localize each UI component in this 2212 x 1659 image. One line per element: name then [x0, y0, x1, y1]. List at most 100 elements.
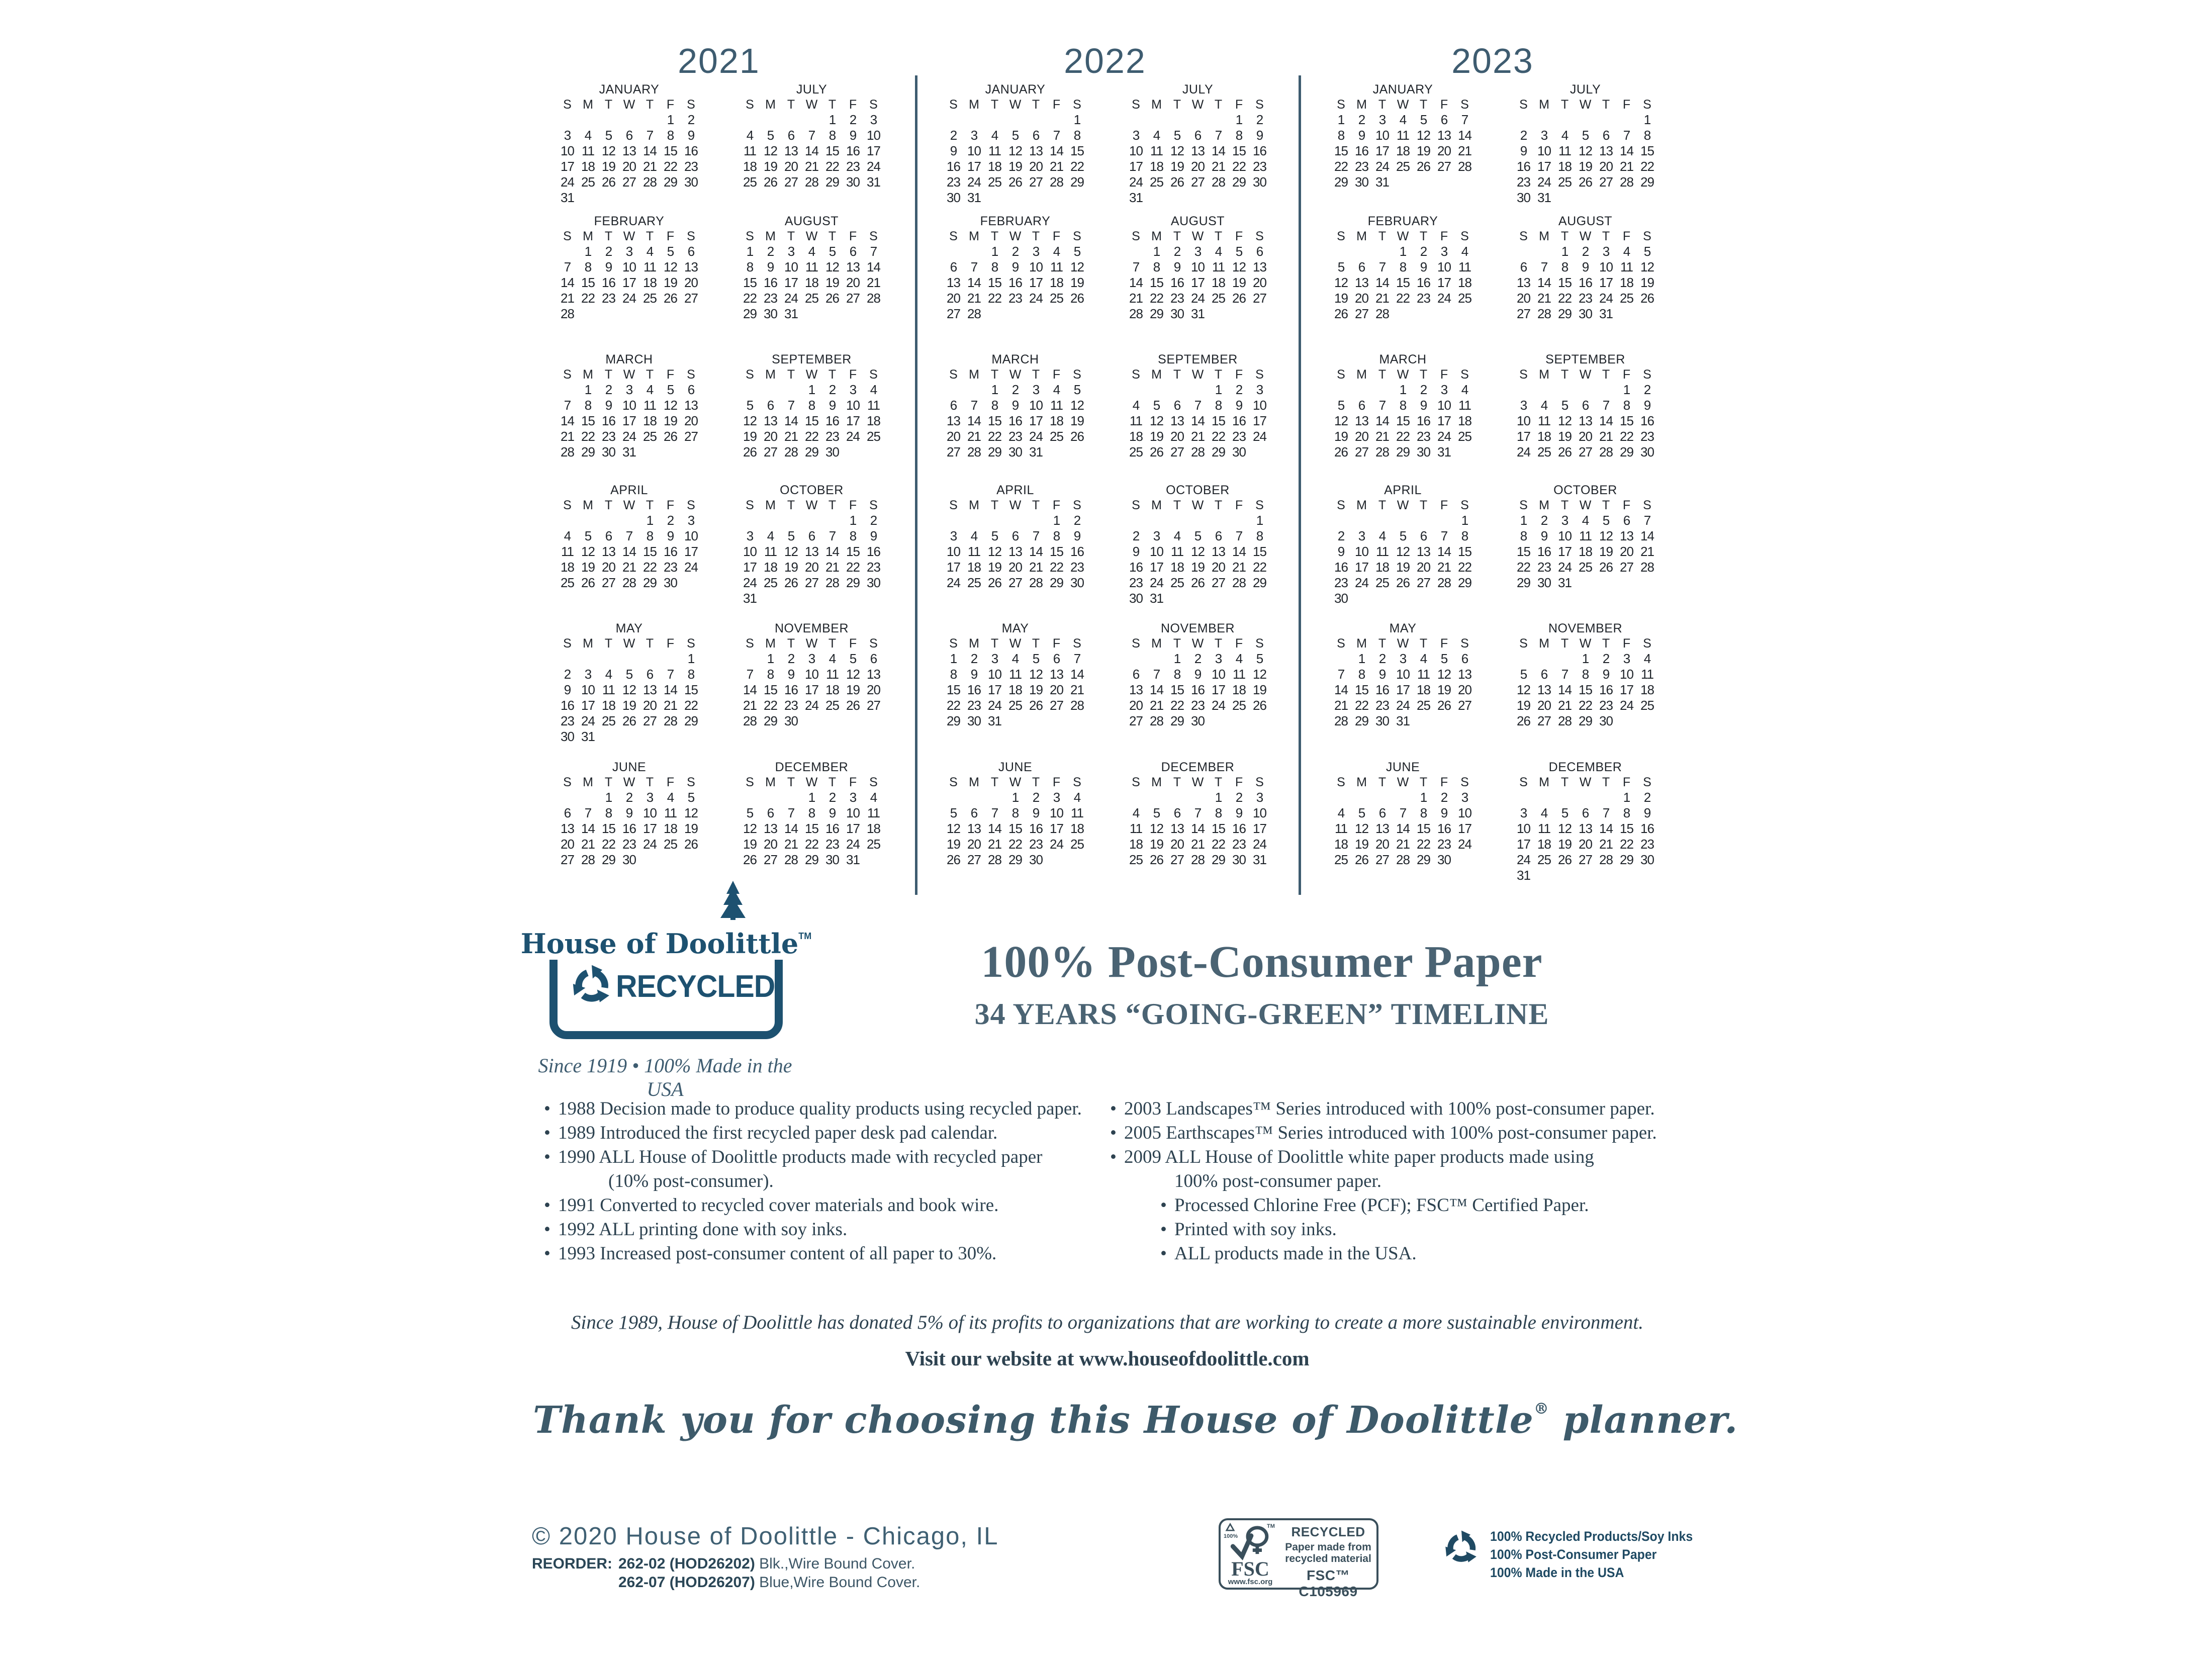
- day-cell: 15: [581, 275, 595, 290]
- day-cell: 3: [1032, 382, 1040, 397]
- month-name: NOVEMBER: [774, 621, 849, 635]
- month-grid: S M T W T F S 1 2 3 4 5 6 7 8 9 10 11 12 13 14 15 16 17 18 19 20 21…: [1513, 775, 1657, 883]
- month-grid: S M T W T F S 1 2 3 4 5 6 7 8 9 10 11 12 13 14 15 16 17 18 19 20 21…: [1331, 498, 1475, 606]
- day-cell: 8: [1337, 128, 1345, 143]
- day-cell: 4: [828, 651, 836, 666]
- weekday-letter: T: [1214, 498, 1223, 512]
- day-cell: 14: [1334, 682, 1348, 697]
- day-cell: 2: [687, 112, 695, 127]
- day-cell: 17: [1129, 159, 1143, 174]
- day-cell: 18: [743, 159, 757, 174]
- day-cell: 27: [1050, 698, 1064, 713]
- day-cell: 9: [870, 528, 877, 543]
- day-cell: 30: [1253, 174, 1267, 190]
- day-cell: 23: [1579, 291, 1593, 306]
- day-cell: 4: [1540, 805, 1548, 820]
- day-cell: 4: [605, 667, 612, 682]
- day-cell: 10: [1437, 398, 1451, 413]
- empty-cell: [781, 790, 801, 805]
- day-cell: 13: [1375, 821, 1390, 836]
- day-cell: 14: [1458, 128, 1472, 143]
- day-cell: 8: [1420, 805, 1427, 820]
- day-cell: 25: [743, 174, 757, 190]
- month-2023-october: OCTOBER S M T W T F S 1 2 3 4 5 6 7 8 9 10 11 12 13 14 15 16 17 1…: [1513, 483, 1657, 591]
- day-cell: 7: [1623, 128, 1630, 143]
- day-cell: 3: [1153, 528, 1160, 543]
- day-cell: 21: [1212, 159, 1226, 174]
- month-grid: S M T W T F S 1 2 3 4 5 6 7 8 9 10 11 12 13 14 15 16 17 18 19 20 21…: [1331, 97, 1475, 190]
- day-cell: 1: [1337, 112, 1345, 127]
- day-cell: 5: [1073, 244, 1081, 259]
- day-cell: 2: [1132, 528, 1140, 543]
- weekday-letter: M: [583, 367, 593, 382]
- day-cell: 14: [967, 275, 981, 290]
- empty-cell: [1229, 513, 1249, 528]
- day-cell: 27: [967, 852, 981, 867]
- day-cell: 24: [1517, 852, 1531, 867]
- day-cell: 22: [988, 291, 1002, 306]
- day-cell: 6: [1358, 398, 1365, 413]
- day-cell: 10: [947, 544, 961, 559]
- day-cell: 1: [808, 790, 815, 805]
- day-cell: 18: [867, 821, 881, 836]
- day-cell: 13: [947, 413, 961, 428]
- day-cell: 14: [561, 413, 575, 428]
- bullet-dot: •: [544, 1147, 550, 1167]
- day-cell: 23: [1029, 837, 1043, 852]
- day-cell: 8: [1215, 805, 1222, 820]
- day-cell: 1: [1073, 112, 1081, 127]
- weekday-letter: M: [1539, 636, 1549, 651]
- weekday-letter: W: [623, 636, 635, 651]
- day-cell: 20: [602, 560, 616, 575]
- day-cell: 5: [1440, 651, 1448, 666]
- day-cell: 10: [1599, 259, 1613, 274]
- day-cell: 10: [1029, 259, 1043, 274]
- weekday-letter: T: [1560, 229, 1569, 243]
- day-cell: 16: [967, 682, 981, 697]
- day-cell: 31: [581, 729, 595, 744]
- day-cell: 25: [664, 837, 678, 852]
- day-cell: 6: [1053, 651, 1060, 666]
- weekday-letter: F: [1235, 775, 1243, 789]
- day-cell: 21: [1150, 698, 1164, 713]
- day-cell: 2: [564, 667, 571, 682]
- day-cell: 23: [1537, 560, 1551, 575]
- day-cell: 26: [1517, 713, 1531, 728]
- day-cell: 13: [1355, 275, 1369, 290]
- day-cell: 16: [1191, 682, 1205, 697]
- empty-cell: [1331, 790, 1351, 805]
- weekday-letter: T: [990, 775, 999, 789]
- day-cell: 10: [1253, 805, 1267, 820]
- fsc-url: www.fsc.org: [1228, 1578, 1273, 1586]
- weekday-letter: T: [1419, 636, 1428, 651]
- day-cell: 15: [1355, 682, 1369, 697]
- weekday-letter: F: [1235, 98, 1243, 112]
- year-title-2023: 2023: [1451, 41, 1534, 80]
- day-cell: 19: [1150, 429, 1164, 444]
- day-cell: 5: [1235, 244, 1243, 259]
- weekday-letter: T: [990, 229, 999, 243]
- month-grid: S M T W T F S 1 2 3 4 5 6 7 8 9 10 11 12 13 14 15 16 17 18 19 20 21…: [1513, 367, 1657, 460]
- day-cell: 18: [1008, 682, 1023, 697]
- day-cell: 2: [1256, 112, 1263, 127]
- day-cell: 31: [743, 591, 757, 606]
- day-cell: 10: [1558, 528, 1572, 543]
- day-cell: 28: [867, 291, 881, 306]
- day-cell: 30: [825, 444, 840, 459]
- day-cell: 29: [602, 852, 616, 867]
- weekday-letter: S: [1337, 636, 1345, 651]
- day-cell: 27: [1129, 713, 1143, 728]
- day-cell: 17: [1620, 682, 1634, 697]
- day-cell: 15: [1232, 143, 1246, 158]
- day-cell: 31: [622, 444, 636, 459]
- day-cell: 1: [687, 651, 695, 666]
- timeline-text: 1992 ALL printing done with soy inks.: [558, 1219, 848, 1240]
- day-cell: 20: [1191, 159, 1205, 174]
- weekday-letter: S: [1255, 367, 1264, 382]
- day-cell: 5: [849, 651, 857, 666]
- day-cell: 15: [988, 275, 1002, 290]
- day-cell: 12: [684, 805, 698, 820]
- day-cell: 31: [1150, 591, 1164, 606]
- day-cell: 29: [1579, 713, 1593, 728]
- day-cell: 19: [602, 159, 616, 174]
